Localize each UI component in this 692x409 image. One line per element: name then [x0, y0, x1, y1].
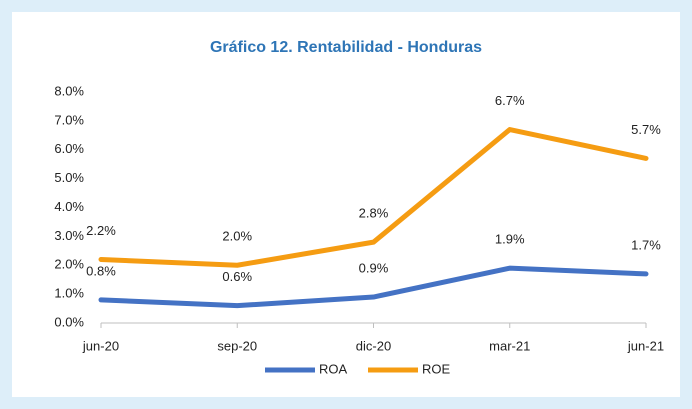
data-label: 1.9%	[495, 232, 525, 247]
y-tick-label: 6.0%	[54, 141, 84, 156]
data-label: 0.9%	[359, 260, 389, 275]
legend-label: ROA	[319, 361, 348, 376]
series-line	[98, 265, 649, 309]
series-line	[98, 127, 649, 268]
data-label: 2.0%	[222, 229, 252, 244]
x-tick-label: mar-21	[489, 338, 530, 353]
data-label: 0.8%	[86, 263, 116, 278]
data-label: 5.7%	[631, 122, 661, 137]
x-tick-label: jun-21	[627, 338, 664, 353]
y-tick-label: 0.0%	[54, 314, 84, 329]
y-tick-label: 2.0%	[54, 257, 84, 272]
y-tick-label: 8.0%	[54, 83, 84, 98]
x-tick-label: sep-20	[217, 338, 257, 353]
y-tick-label: 5.0%	[54, 170, 84, 185]
legend-label: ROE	[422, 361, 451, 376]
data-label: 6.7%	[495, 93, 525, 108]
data-label: 2.8%	[359, 206, 389, 221]
chart-title: Gráfico 12. Rentabilidad - Honduras	[210, 39, 482, 56]
y-tick-label: 3.0%	[54, 228, 84, 243]
data-label: 2.2%	[86, 223, 116, 238]
data-label: 1.7%	[631, 237, 661, 252]
x-tick-label: dic-20	[356, 338, 391, 353]
data-label: 0.6%	[222, 269, 252, 284]
x-tick-label: jun-20	[82, 338, 119, 353]
y-tick-label: 4.0%	[54, 199, 84, 214]
y-tick-label: 1.0%	[54, 286, 84, 301]
panel	[12, 12, 680, 397]
y-tick-label: 7.0%	[54, 112, 84, 127]
